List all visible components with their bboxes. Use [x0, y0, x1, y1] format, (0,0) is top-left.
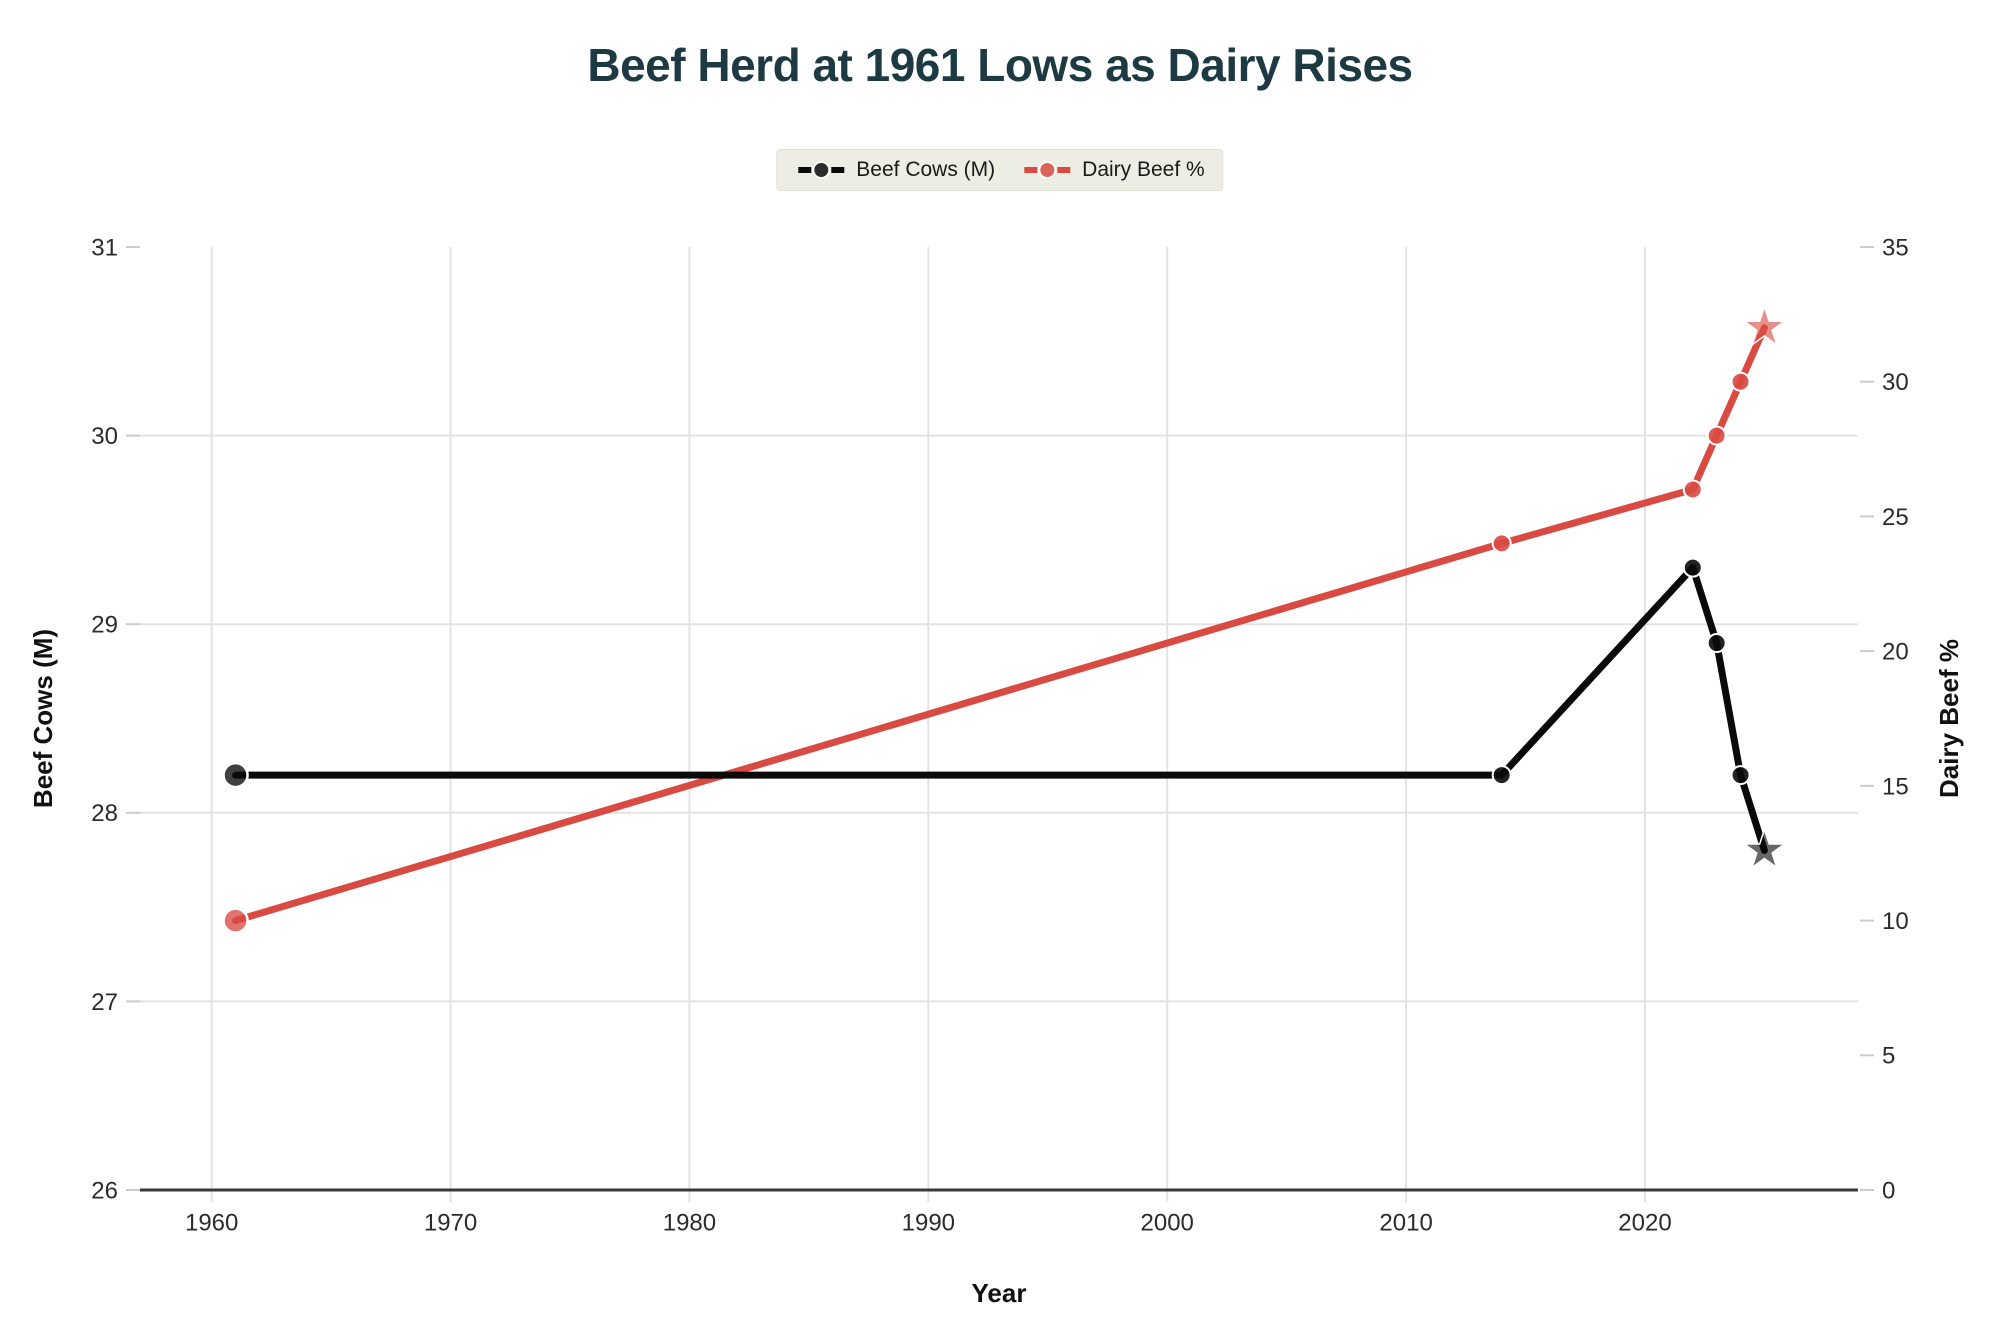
left-tick-label: 31: [91, 234, 118, 261]
right-tick-label: 15: [1882, 773, 1909, 800]
left-tick-label: 27: [91, 989, 118, 1016]
right-tick-label: 0: [1882, 1177, 1895, 1204]
y-axis-title-left: Beef Cows (M): [28, 629, 58, 808]
y-axis-title-right: Dairy Beef %: [1934, 639, 1964, 798]
x-tick-label: 2020: [1618, 1209, 1671, 1236]
right-tick-label: 25: [1882, 504, 1909, 531]
x-axis-title: Year: [972, 1278, 1027, 1308]
series-line-beef-cows: [232, 564, 1768, 854]
start-marker-dot: [222, 761, 249, 789]
data-point-dot: [1730, 371, 1751, 392]
legend-line-dot-icon: [798, 161, 845, 179]
data-point-dot: [1682, 557, 1703, 578]
right-tick-label: 10: [1882, 908, 1909, 935]
start-marker-dot: [222, 907, 249, 934]
right-tick-label: 35: [1882, 234, 1909, 261]
x-tick-label: 1980: [663, 1209, 716, 1236]
legend-label: Beef Cows (M): [856, 158, 996, 181]
right-tick-label: 30: [1882, 369, 1909, 396]
x-tick-label: 2000: [1141, 1209, 1194, 1236]
right-tick-label: 20: [1882, 639, 1909, 666]
left-tick-label: 28: [91, 800, 118, 827]
left-tick-label: 29: [91, 612, 118, 639]
legend-line-dot-icon: [1024, 161, 1071, 179]
legend: Beef Cows (M) Dairy Beef %: [776, 149, 1224, 191]
legend-item-beef-cows: Beef Cows (M): [795, 158, 995, 182]
right-tick-label: 5: [1882, 1043, 1895, 1070]
data-point-dot: [1730, 765, 1751, 786]
x-tick-label: 1970: [424, 1209, 477, 1236]
end-marker-star: [1742, 304, 1787, 347]
x-tick-label: 2010: [1379, 1209, 1432, 1236]
legend-label: Dairy Beef %: [1082, 158, 1205, 181]
left-tick-label: 26: [91, 1177, 118, 1204]
chart-title: Beef Herd at 1961 Lows as Dairy Rises: [587, 39, 1413, 91]
data-point-dot: [1706, 425, 1727, 446]
legend-item-dairy-beef: Dairy Beef %: [1021, 158, 1205, 182]
data-point-dot: [1491, 533, 1512, 554]
x-tick-label: 1990: [902, 1209, 955, 1236]
end-marker-star: [1742, 827, 1787, 870]
data-point-dot: [1682, 479, 1703, 500]
data-point-dot: [1491, 765, 1512, 786]
left-tick-label: 30: [91, 423, 118, 450]
data-point-dot: [1706, 633, 1727, 654]
x-tick-label: 1960: [185, 1209, 238, 1236]
